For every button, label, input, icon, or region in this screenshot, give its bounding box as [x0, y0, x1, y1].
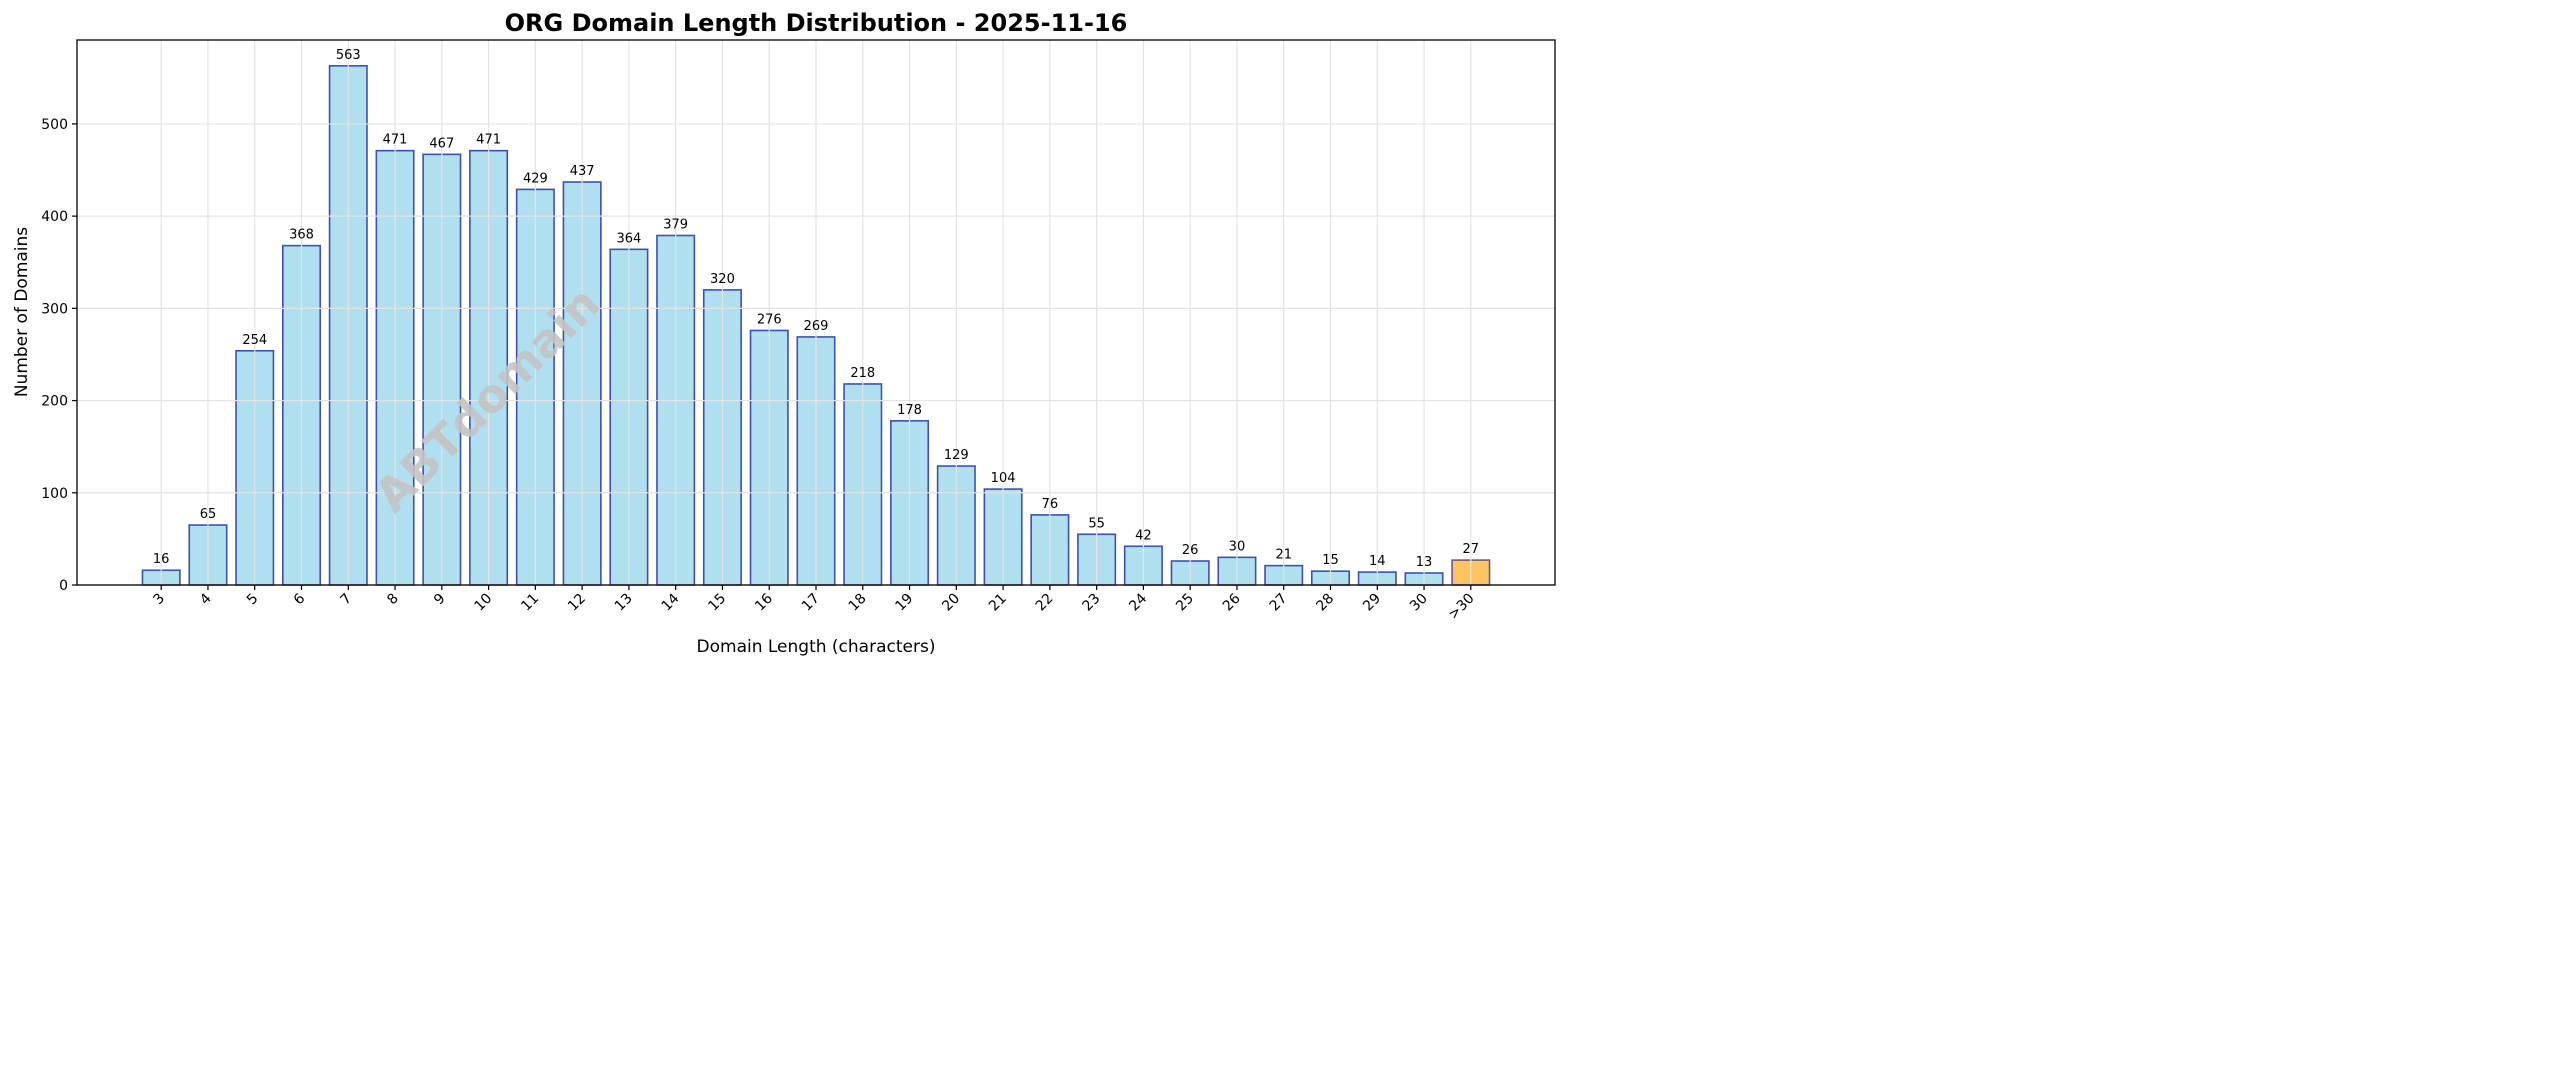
data-label: 379: [663, 217, 688, 232]
x-tick-label: 10: [472, 591, 496, 615]
data-label: 13: [1416, 555, 1433, 570]
x-tick-label: 28: [1313, 591, 1337, 615]
data-label: 276: [757, 312, 782, 327]
data-label: 254: [242, 333, 267, 348]
x-axis-ticks: 3 4 5 6 7 8 9 10 11 12 13 14 15 16 17 18 19 20 21 22 23 24 25 2…: [150, 585, 1478, 623]
chart-title: ORG Domain Length Distribution - 2025-11…: [505, 9, 1128, 37]
data-label: 30: [1229, 539, 1246, 554]
y-axis-label: Number of Domains: [12, 227, 32, 397]
x-axis-label: Domain Length (characters): [697, 637, 936, 657]
y-tick-label: 300: [41, 301, 68, 317]
y-axis-ticks: 0 100 200 300 400 500: [41, 117, 77, 594]
x-tick-label: 13: [612, 591, 636, 615]
data-label: 178: [897, 403, 922, 418]
data-label: 104: [991, 471, 1016, 486]
data-label: 76: [1042, 497, 1059, 512]
data-label: 16: [153, 552, 170, 567]
data-label: 320: [710, 272, 735, 287]
y-tick-label: 400: [41, 209, 68, 225]
x-tick-label: 8: [384, 591, 402, 609]
data-label: 129: [944, 448, 969, 463]
x-tick-label: 7: [337, 591, 355, 609]
x-tick-label: 16: [752, 590, 776, 614]
data-label: 65: [200, 507, 217, 522]
data-label: 471: [383, 133, 408, 148]
x-tick-label: >30: [1445, 591, 1477, 623]
x-tick-label: 25: [1173, 591, 1197, 615]
data-label: 429: [523, 171, 548, 186]
data-label: 15: [1322, 553, 1339, 568]
data-label: 467: [429, 136, 454, 151]
x-tick-label: 4: [197, 590, 215, 608]
x-tick-label: 23: [1080, 591, 1104, 615]
x-tick-label: 14: [659, 590, 683, 614]
y-tick-label: 500: [41, 117, 68, 133]
x-tick-label: 17: [799, 591, 823, 615]
x-tick-label: 12: [565, 591, 589, 615]
data-label: 563: [336, 48, 361, 63]
x-tick-label: 26: [1220, 590, 1244, 614]
data-label: 368: [289, 228, 314, 243]
x-tick-label: 15: [705, 591, 729, 615]
data-labels: 16 65 254 368 563 471 467 471 429 437 364 379 320 276…: [153, 48, 1479, 570]
x-tick-label: 20: [939, 591, 963, 615]
x-tick-label: 21: [986, 591, 1010, 615]
grid: [77, 40, 1555, 586]
data-label: 14: [1369, 554, 1386, 569]
data-label: 218: [850, 366, 875, 381]
x-tick-label: 24: [1126, 590, 1150, 614]
x-tick-label: 9: [431, 591, 449, 609]
data-label: 26: [1182, 543, 1199, 558]
data-label: 269: [804, 319, 829, 334]
data-label: 55: [1088, 516, 1105, 531]
x-tick-label: 22: [1033, 591, 1057, 615]
y-tick-label: 100: [41, 486, 68, 502]
x-tick-label: 30: [1407, 591, 1431, 615]
x-tick-label: 19: [892, 591, 916, 615]
y-tick-label: 200: [41, 394, 68, 410]
data-label: 437: [570, 164, 595, 179]
data-label: 42: [1135, 528, 1152, 543]
x-tick-label: 6: [291, 590, 309, 608]
x-tick-label: 18: [846, 591, 870, 615]
data-label: 27: [1463, 542, 1480, 557]
data-label: 364: [616, 231, 641, 246]
data-label: 471: [476, 133, 501, 148]
x-tick-label: 3: [150, 591, 168, 609]
plot-frame: [76, 39, 1556, 586]
x-tick-label: 5: [244, 591, 262, 609]
x-tick-label: 27: [1267, 591, 1291, 615]
x-tick-label: 11: [518, 591, 542, 615]
y-tick-label: 0: [59, 578, 68, 594]
data-label: 21: [1275, 548, 1292, 563]
x-tick-label: 29: [1360, 591, 1384, 615]
